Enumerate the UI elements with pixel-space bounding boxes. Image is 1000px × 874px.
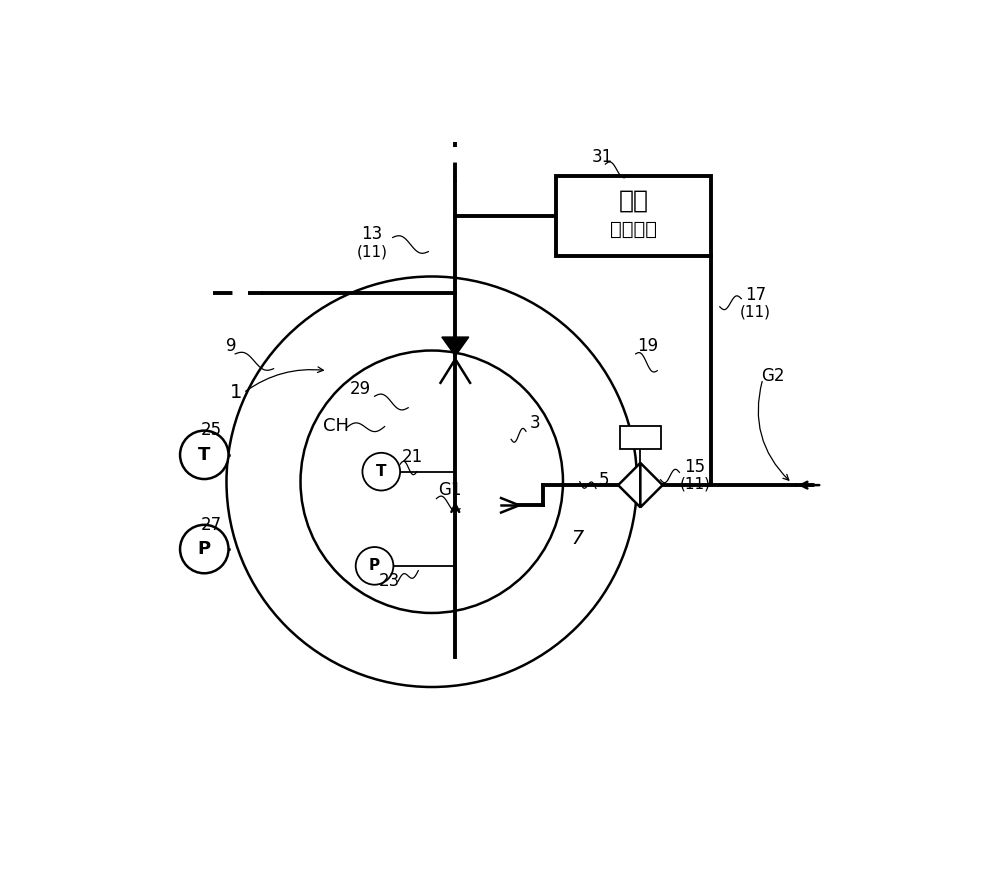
Polygon shape (442, 337, 469, 356)
Text: G1: G1 (438, 482, 462, 499)
Text: CH: CH (323, 417, 349, 435)
Text: 21: 21 (402, 447, 423, 466)
Text: 3: 3 (529, 414, 540, 432)
Circle shape (180, 524, 229, 573)
Text: (11): (11) (356, 245, 387, 260)
Polygon shape (640, 463, 663, 507)
Text: 5: 5 (599, 471, 609, 489)
Text: 气体: 气体 (619, 189, 649, 212)
Text: 9: 9 (226, 336, 237, 355)
Circle shape (362, 453, 400, 490)
Text: (11): (11) (679, 476, 710, 491)
Polygon shape (618, 463, 640, 507)
Text: 13: 13 (361, 225, 382, 244)
Text: T: T (376, 464, 387, 479)
Text: 27: 27 (201, 517, 222, 534)
Text: G2: G2 (762, 367, 785, 385)
Text: P: P (369, 558, 380, 573)
Text: 17: 17 (745, 286, 766, 304)
Text: 29: 29 (350, 380, 371, 399)
Circle shape (180, 431, 229, 479)
Text: T: T (198, 446, 210, 464)
Text: 31: 31 (592, 148, 613, 166)
Circle shape (356, 547, 393, 585)
Text: 7: 7 (553, 529, 584, 548)
Text: 15: 15 (684, 458, 705, 475)
Text: P: P (198, 540, 211, 558)
Text: 23: 23 (379, 572, 400, 590)
Text: 供给装置: 供给装置 (610, 220, 657, 239)
Text: 1: 1 (230, 383, 242, 402)
Text: 25: 25 (201, 420, 222, 439)
Text: (11): (11) (740, 305, 771, 320)
FancyBboxPatch shape (620, 426, 661, 449)
FancyBboxPatch shape (556, 176, 711, 256)
Text: 19: 19 (637, 336, 658, 355)
